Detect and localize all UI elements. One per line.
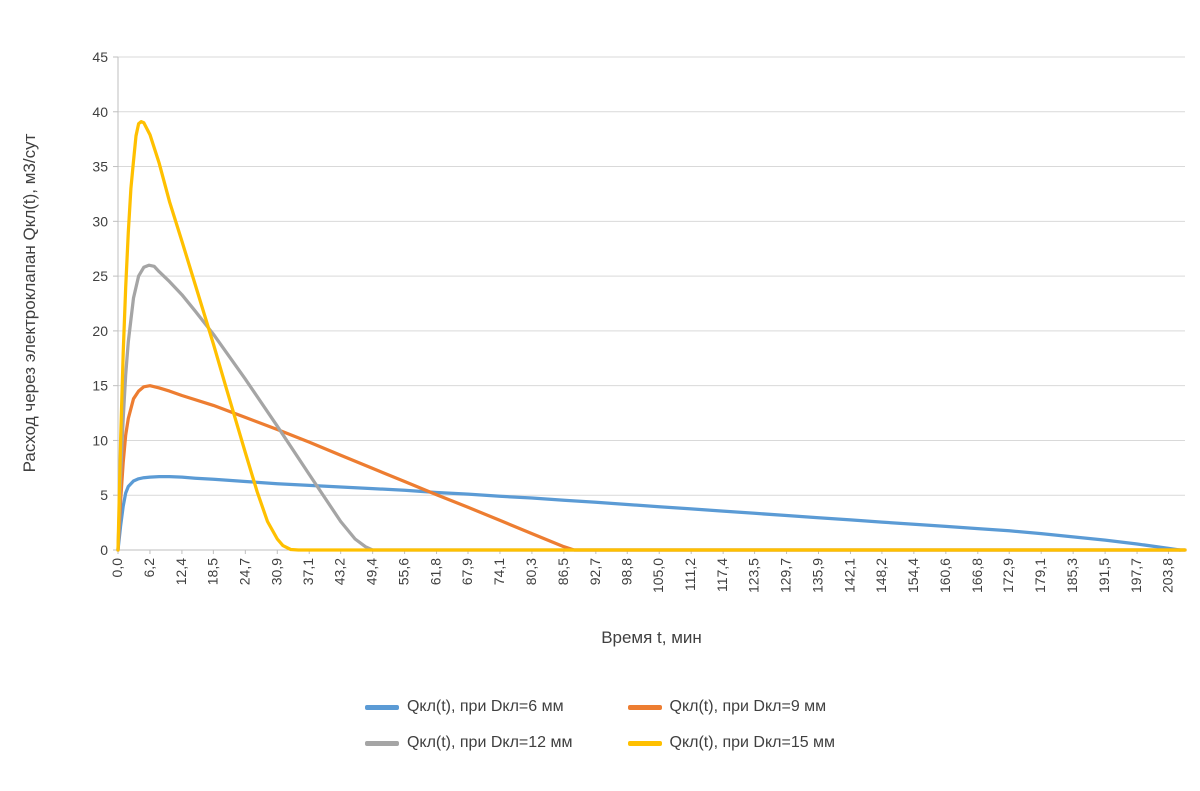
x-tick-label: 135,9 (810, 558, 826, 593)
legend-swatch-d15 (627, 740, 662, 746)
y-tick-label: 35 (92, 159, 108, 175)
x-tick-label: 43,2 (332, 558, 348, 585)
legend-swatch-d6 (364, 704, 399, 710)
x-tick-label: 80,3 (523, 558, 539, 585)
x-tick-label: 117,4 (714, 558, 730, 592)
x-tick-label: 191,5 (1096, 558, 1112, 593)
x-tick-label: 67,9 (459, 558, 475, 585)
series-line (116, 263, 1187, 552)
x-axis-title: Время t, мин (601, 628, 702, 647)
x-tick-label: 142,1 (841, 558, 857, 593)
y-tick-label: 40 (92, 104, 108, 120)
y-tick-label: 5 (100, 487, 108, 503)
series-line (116, 384, 1187, 552)
plot-area: 0 5 10 15 20 25 30 35 40 45 0,0 6,2 12,4 18,5 24,7 30,9… (92, 49, 1187, 593)
y-tick-label: 45 (92, 49, 108, 65)
x-tick-label: 18,5 (204, 558, 220, 585)
x-tick-label: 111,2 (682, 558, 698, 591)
x-tick-label: 185,3 (1064, 558, 1080, 593)
x-tick-label: 37,1 (300, 558, 316, 585)
x-tick-label: 197,7 (1128, 558, 1144, 593)
legend-swatch-d9 (627, 704, 662, 710)
x-tick-label: 166,8 (969, 558, 985, 593)
x-tick-label: 129,7 (778, 558, 794, 593)
y-tick-label: 10 (92, 432, 108, 448)
legend-item-d6: Qкл(t), при Dкл=6 мм (364, 698, 573, 716)
x-tick-label: 98,8 (618, 558, 634, 585)
x-tick-label: 6,2 (141, 558, 157, 578)
legend-label-d12: Qкл(t), при Dкл=12 мм (406, 734, 573, 751)
series-line (116, 119, 1187, 552)
legend-label-d9: Qкл(t), при Dкл=9 мм (669, 698, 827, 715)
x-tick-label: 0,0 (109, 558, 125, 578)
y-tick-label: 0 (100, 542, 108, 558)
series-line (116, 474, 1182, 552)
x-tick-label: 49,4 (364, 558, 380, 585)
legend-item-d12: Qкл(t), при Dкл=12 мм (364, 734, 573, 752)
x-tick-label: 123,5 (746, 558, 762, 593)
y-tick-label: 15 (92, 378, 108, 394)
y-tick-label: 25 (92, 268, 108, 284)
legend-item-d15: Qкл(t), при Dкл=15 мм (627, 734, 836, 752)
x-tick-label: 61,8 (428, 558, 444, 585)
y-tick-label: 30 (92, 213, 108, 229)
x-tick-label: 24,7 (236, 558, 252, 585)
chart-legend: Qкл(t), при Dкл=6 мм Qкл(t), при Dкл=9 м… (0, 698, 1200, 752)
x-tick-label: 30,9 (268, 558, 284, 585)
x-tick-label: 179,1 (1032, 558, 1048, 593)
x-tick-label: 172,9 (1000, 558, 1016, 593)
y-tick-label: 20 (92, 323, 108, 339)
x-tick-label: 12,4 (173, 558, 189, 585)
x-tick-label: 92,7 (587, 558, 603, 585)
legend-swatch-d12 (364, 740, 399, 746)
legend-label-d15: Qкл(t), при Dкл=15 мм (669, 734, 836, 751)
x-tick-label: 105,0 (650, 558, 666, 593)
x-tick-label: 74,1 (491, 558, 507, 585)
legend-label-d6: Qкл(t), при Dкл=6 мм (406, 698, 564, 715)
x-tick-label: 154,4 (905, 558, 921, 593)
x-tick-label: 160,6 (937, 558, 953, 593)
x-tick-label: 203,8 (1160, 558, 1176, 593)
legend-item-d9: Qкл(t), при Dкл=9 мм (627, 698, 836, 716)
x-tick-label: 55,6 (396, 558, 412, 585)
x-tick-label: 86,5 (555, 558, 571, 585)
x-tick-label: 148,2 (873, 558, 889, 593)
